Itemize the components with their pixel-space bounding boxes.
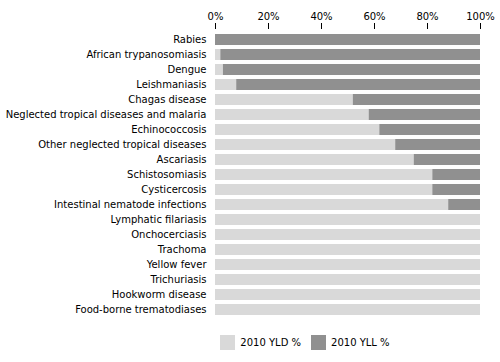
- svg-text:80%: 80%: [416, 11, 438, 22]
- svg-text:African trypanosomiasis: African trypanosomiasis: [86, 49, 206, 60]
- svg-text:40%: 40%: [310, 11, 332, 22]
- svg-text:Onchocerciasis: Onchocerciasis: [131, 229, 206, 240]
- svg-text:Chagas disease: Chagas disease: [128, 94, 206, 105]
- html-text:2010 YLL %: 2010 YLL %: [331, 337, 390, 348]
- svg-text:Cysticercosis: Cysticercosis: [141, 184, 206, 195]
- svg-text:Trichuriasis: Trichuriasis: [150, 274, 207, 285]
- svg-text:Neglected tropical diseases an: Neglected tropical diseases and malaria: [6, 109, 207, 120]
- svg-text:Leishmaniasis: Leishmaniasis: [136, 79, 206, 90]
- svg-text:Dengue: Dengue: [167, 64, 206, 75]
- svg-text:100%: 100%: [466, 11, 495, 22]
- svg-text:Echinococcosis: Echinococcosis: [131, 124, 206, 135]
- svg-text:Ascariasis: Ascariasis: [157, 154, 207, 165]
- svg-text:Hookworm disease: Hookworm disease: [112, 289, 207, 300]
- svg-text:Schistosomiasis: Schistosomiasis: [127, 169, 206, 180]
- svg-text:Rabies: Rabies: [173, 34, 206, 45]
- svg-text:60%: 60%: [363, 11, 385, 22]
- html-text:2010 YLD %: 2010 YLD %: [240, 337, 302, 348]
- svg-text:Other neglected tropical disea: Other neglected tropical diseases: [38, 139, 206, 150]
- svg-text:Lymphatic filariasis: Lymphatic filariasis: [111, 214, 207, 225]
- svg-text:0%: 0%: [208, 11, 224, 22]
- svg-text:Yellow fever: Yellow fever: [146, 259, 208, 270]
- svg-text:Trachoma: Trachoma: [157, 244, 207, 255]
- svg-text:Food-borne trematodiases: Food-borne trematodiases: [75, 304, 206, 315]
- svg-text:20%: 20%: [257, 11, 279, 22]
- svg-text:Intestinal nematode infections: Intestinal nematode infections: [54, 199, 206, 210]
